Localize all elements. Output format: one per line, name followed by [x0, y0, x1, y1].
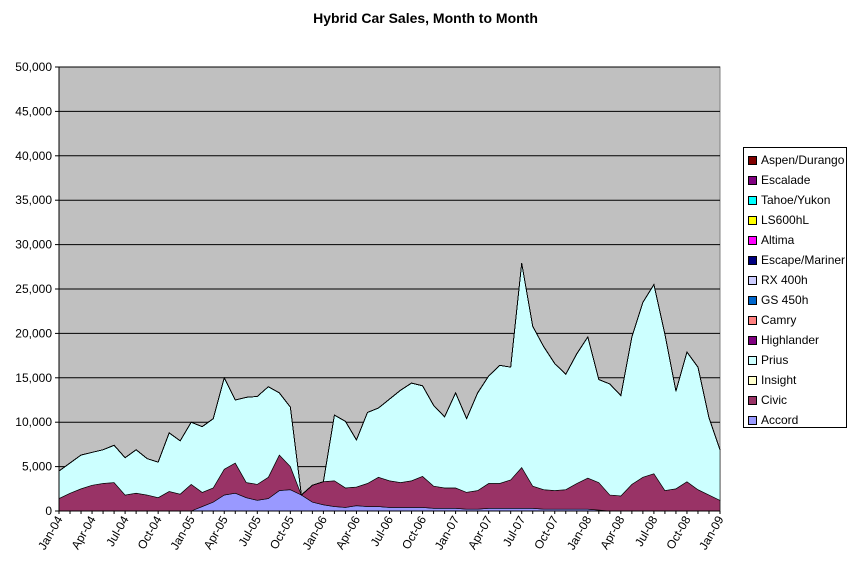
x-tick-label: Jul-06 — [368, 513, 397, 549]
x-tick-label: Jan-09 — [696, 513, 727, 552]
legend-swatch — [748, 355, 757, 365]
x-tick-label: Oct-06 — [399, 513, 429, 551]
legend-label: LS600hL — [761, 213, 810, 227]
legend-label: Camry — [761, 313, 797, 327]
legend-label: Aspen/Durango — [761, 153, 845, 167]
legend-item: Highlander — [748, 330, 846, 350]
legend-item: Escape/Mariner — [748, 250, 846, 270]
legend-label: Tahoe/Yukon — [761, 193, 831, 207]
legend-label: Insight — [761, 373, 797, 387]
legend-item: Escalade — [748, 170, 846, 190]
x-tick-label: Jan-04 — [35, 513, 66, 552]
legend-label: Accord — [761, 413, 799, 427]
legend-swatch — [748, 395, 757, 405]
legend-swatch — [748, 175, 757, 185]
y-tick-label: 30,000 — [15, 238, 52, 252]
x-tick-label: Jan-07 — [432, 513, 463, 552]
y-tick-label: 25,000 — [15, 282, 52, 296]
legend-label: Altima — [761, 233, 795, 247]
legend-swatch — [748, 335, 757, 345]
legend-swatch — [748, 215, 757, 225]
legend-item: Civic — [748, 390, 846, 410]
legend-item: Tahoe/Yukon — [748, 190, 846, 210]
x-axis: Jan-04 Apr-04 Jul-04 Oct-04 Jan-05 Apr-05 Jul-… — [35, 510, 727, 552]
legend-item: Accord — [748, 410, 846, 430]
legend-label: Highlander — [761, 333, 820, 347]
legend-label: Civic — [761, 393, 787, 407]
legend-label: Escalade — [761, 173, 811, 187]
gridlines — [59, 66, 720, 468]
y-tick-label: 50,000 — [15, 60, 52, 74]
y-tick-label: 10,000 — [15, 415, 52, 429]
legend-label: Escape/Mariner — [761, 253, 846, 267]
legend-swatch — [748, 375, 757, 385]
x-tick-label: Apr-07 — [465, 513, 495, 551]
x-tick-label: Jan-08 — [564, 513, 595, 552]
y-tick-label: 15,000 — [15, 371, 52, 385]
legend-label: Prius — [761, 353, 789, 367]
legend-item: Insight — [748, 370, 846, 390]
legend-swatch — [748, 235, 757, 245]
legend-swatch — [748, 315, 757, 325]
series-areas — [58, 263, 721, 512]
legend-swatch — [748, 415, 757, 425]
x-tick-label: Apr-05 — [201, 513, 231, 551]
y-tick-label: 5,000 — [22, 460, 52, 474]
x-tick-label: Jul-08 — [632, 513, 661, 549]
x-tick-label: Jan-05 — [167, 513, 198, 552]
y-tick-label: 20,000 — [15, 326, 52, 340]
x-tick-label: Jul-05 — [235, 513, 264, 549]
legend-swatch — [748, 155, 757, 165]
legend-label: GS 450h — [761, 293, 809, 307]
y-tick-label: 0 — [45, 504, 52, 518]
legend-item: Prius — [748, 350, 846, 370]
legend-swatch — [748, 275, 757, 285]
x-tick-label: Apr-04 — [69, 513, 99, 551]
legend-item: LS600hL — [748, 210, 846, 230]
legend-item: Aspen/Durango — [748, 150, 846, 170]
x-tick-label: Apr-06 — [333, 513, 363, 551]
x-tick-label: Jan-06 — [300, 513, 331, 552]
x-tick-label: Jul-07 — [500, 513, 529, 549]
legend-swatch — [748, 195, 757, 205]
legend-item: Altima — [748, 230, 846, 250]
x-tick-label: Oct-08 — [663, 513, 693, 551]
x-tick-label: Oct-05 — [267, 513, 297, 551]
chart-title: Hybrid Car Sales, Month to Month — [313, 10, 538, 26]
x-tick-label: Apr-08 — [597, 513, 627, 551]
y-tick-label: 40,000 — [15, 149, 52, 163]
x-tick-label: Oct-04 — [135, 513, 165, 551]
y-axis: 0 5,000 10,000 15,000 20,000 25,000 30,000 35,0… — [15, 60, 60, 518]
legend-label: RX 400h — [761, 273, 808, 287]
legend-swatch — [748, 255, 757, 265]
x-tick-label: Oct-07 — [531, 513, 561, 551]
y-tick-label: 35,000 — [15, 193, 52, 207]
y-tick-label: 45,000 — [15, 104, 52, 118]
legend-item: RX 400h — [748, 270, 846, 290]
legend-swatch — [748, 295, 757, 305]
area-aspen-durango — [58, 263, 721, 496]
legend-item: GS 450h — [748, 290, 846, 310]
x-tick-label: Jul-04 — [103, 513, 132, 549]
legend-item: Camry — [748, 310, 846, 330]
legend: Aspen/Durango Escalade Tahoe/Yukon LS600hL A… — [743, 147, 847, 428]
